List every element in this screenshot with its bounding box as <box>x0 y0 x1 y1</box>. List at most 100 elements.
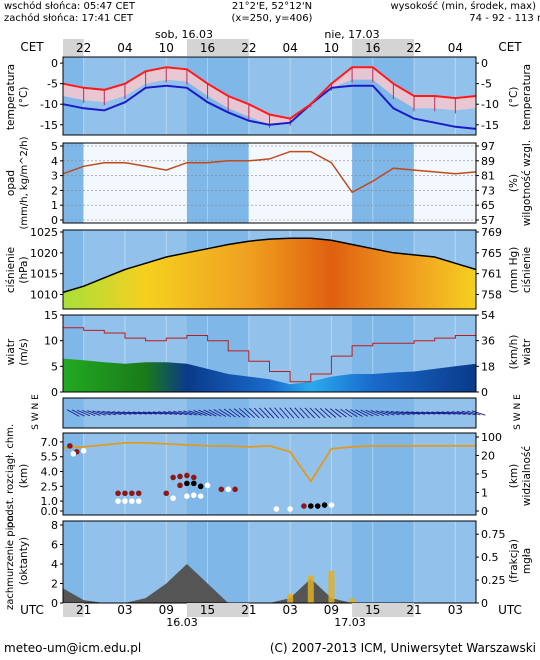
bottom-time-axis <box>63 603 415 617</box>
bottom-hour-tick: 21 <box>406 603 421 617</box>
press-ylabel-left: ciśnienie <box>5 247 17 293</box>
wind-arrow <box>188 410 202 416</box>
cloud-base-dot <box>308 503 314 509</box>
y-tick-label: 57 <box>481 214 495 227</box>
cloud-base-dot <box>218 486 225 493</box>
y-tick-label: 2 <box>51 184 58 197</box>
top-hour-tick: 22 <box>76 41 91 55</box>
wind-arrow <box>284 407 295 419</box>
wind-ylabel-left-unit: (m/s) <box>18 338 30 365</box>
wind-arrow <box>340 408 353 418</box>
wind-arrow <box>274 407 285 419</box>
y-tick-label: 0.5 <box>481 551 499 564</box>
panel-border <box>62 56 477 136</box>
wind-arrow <box>426 411 441 415</box>
cloud-base-dot <box>80 448 87 454</box>
cloud-base-dot <box>184 480 190 487</box>
top-hour-tick: 10 <box>159 41 174 55</box>
contact-email[interactable]: meteo-um@icm.edu.pl <box>4 641 141 655</box>
top-hour-tick: 16 <box>200 41 215 55</box>
wind-arrow <box>223 408 236 418</box>
cloud-base-dot <box>163 490 170 497</box>
wind-arrow <box>471 410 486 416</box>
y-tick-label: 1010 <box>30 289 58 302</box>
y-tick-label: 97 <box>481 140 495 153</box>
y-tick-label: 10 <box>44 335 58 348</box>
day-band <box>414 521 476 603</box>
y-tick-label: 73 <box>481 184 495 197</box>
wind-arrow <box>436 411 451 415</box>
day2-label: nie, 17.03 <box>324 28 379 41</box>
y-tick-label: 5 <box>51 140 58 153</box>
cloudbase-ylabel-left: podst. rozciągł. chm. <box>5 424 16 528</box>
cloud-base-dot <box>115 490 121 497</box>
y-tick-label: 765 <box>481 247 502 260</box>
wind-arrow <box>238 408 251 418</box>
wind-arrow <box>213 409 227 417</box>
dir-ylabel-left: S W N E <box>31 394 41 430</box>
wind-arrow <box>345 408 358 418</box>
wind-arrow <box>385 410 400 416</box>
y-tick-label: 0 <box>481 57 488 70</box>
top-hour-tick: 22 <box>241 41 256 55</box>
y-tick-label: -5 <box>47 78 58 91</box>
wind-arrow <box>279 407 290 419</box>
cloud-base-dot <box>197 493 204 500</box>
wind-arrow <box>152 411 167 415</box>
date2-label: 17.03 <box>334 616 366 629</box>
panel-border <box>62 397 477 429</box>
wind-arrow <box>193 410 207 416</box>
y-tick-label: 2.5 <box>41 480 59 493</box>
cloud-base-dot <box>190 492 197 499</box>
humidity-line <box>62 150 477 194</box>
wind-arrow <box>314 407 326 419</box>
wind-arrow <box>355 409 369 417</box>
vis-ylabel-right-unit: (km) <box>508 464 520 489</box>
cloud-base-dot <box>135 498 142 504</box>
wind-arrow <box>406 411 421 415</box>
bottom-night-band <box>63 603 84 617</box>
y-tick-label: 5.5 <box>41 451 59 464</box>
wind-arrow <box>269 407 280 419</box>
cloud-base-dot <box>197 483 204 490</box>
top-hour-tick: 10 <box>324 41 339 55</box>
cloud-base-dot <box>70 450 77 457</box>
top-hour-tick: 04 <box>448 41 463 55</box>
wind-arrow <box>350 409 363 417</box>
day-band <box>414 143 476 223</box>
top-time-axis <box>63 39 415 56</box>
cloud-base-dot <box>321 502 328 508</box>
cloud-base-dot <box>314 503 321 509</box>
panel-border <box>62 142 477 224</box>
wind-arrow <box>87 410 101 416</box>
wind-speed-area <box>63 358 476 392</box>
y-tick-label: 100 <box>481 431 502 444</box>
wind-ylabel-left: wiatr <box>5 338 17 365</box>
top-hour-tick: 16 <box>365 41 380 55</box>
copyright-text: (C) 2007-2013 ICM, Uniwersytet Warszawsk… <box>270 641 536 655</box>
cloud-base-dot <box>170 474 176 481</box>
vis-ylabel-right: widzialność <box>521 446 533 506</box>
wind-arrow <box>335 408 347 418</box>
day-band <box>248 143 353 223</box>
grid-text: (x=250, y=406) <box>232 13 313 24</box>
cloud-base-dot <box>115 498 121 504</box>
altitude-label: wysokość (min, środek, max) <box>390 0 536 12</box>
cloud-base-dot <box>122 498 128 504</box>
fog-bar <box>349 598 356 603</box>
altitude-values: 74 - 92 - 113 m <box>469 13 540 24</box>
wind-arrow <box>466 410 481 416</box>
cloud-base-dot <box>67 443 73 449</box>
day1-label: sob, 16.03 <box>155 28 213 41</box>
wind-arrow <box>132 411 147 415</box>
wind-arrow <box>82 409 96 417</box>
wind-arrow <box>168 411 183 415</box>
y-tick-label: 0.75 <box>481 528 506 541</box>
wind-arrow <box>243 407 255 419</box>
y-tick-label: 20 <box>481 450 495 463</box>
humid-ylabel-right: wilgotność wzgl. <box>521 140 533 226</box>
y-tick-label: 758 <box>481 289 502 302</box>
cloud-base-dot <box>273 506 280 512</box>
bottom-hour-tick: 03 <box>448 603 463 617</box>
